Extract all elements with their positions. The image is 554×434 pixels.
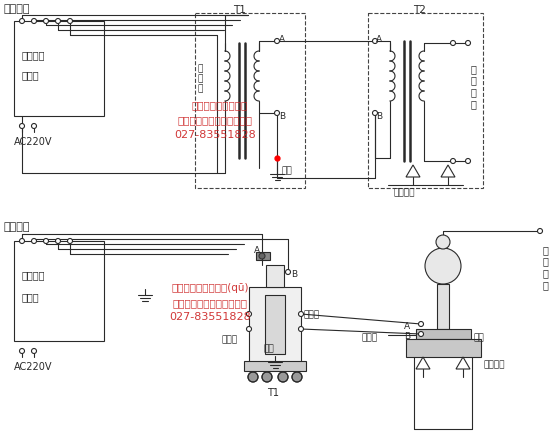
Circle shape: [537, 229, 542, 234]
Bar: [416, 329, 471, 339]
Circle shape: [274, 39, 280, 44]
Text: 輸出測量: 輸出測量: [22, 270, 45, 279]
Text: 測量: 測量: [282, 166, 293, 174]
Circle shape: [248, 372, 258, 382]
Circle shape: [372, 39, 377, 44]
Text: 027-83551828: 027-83551828: [174, 130, 256, 140]
Bar: [256, 253, 270, 260]
Bar: [244, 361, 306, 371]
Bar: [249, 287, 301, 362]
Text: A: A: [376, 35, 382, 44]
Text: 武漢凱迪正大電氣有限公司: 武漢凱迪正大電氣有限公司: [172, 297, 248, 307]
Circle shape: [299, 312, 304, 317]
Text: AC220V: AC220V: [14, 137, 53, 147]
Text: 武漢凱迪正大電氣有限公司: 武漢凱迪正大電氣有限公司: [177, 115, 253, 125]
Circle shape: [19, 349, 24, 354]
Circle shape: [436, 236, 450, 250]
Circle shape: [274, 111, 280, 116]
Bar: [406, 339, 481, 357]
Text: AC220V: AC220V: [14, 361, 53, 371]
Circle shape: [55, 239, 60, 244]
Circle shape: [68, 20, 73, 24]
Text: B: B: [404, 331, 410, 340]
Bar: [14, 241, 104, 341]
Circle shape: [450, 159, 455, 164]
Circle shape: [285, 270, 290, 275]
Text: A: A: [279, 35, 285, 44]
Circle shape: [372, 111, 377, 116]
Text: 輸入端: 輸入端: [221, 334, 237, 343]
Circle shape: [292, 372, 302, 382]
Text: T1: T1: [267, 387, 279, 397]
Circle shape: [465, 159, 470, 164]
Text: A: A: [254, 246, 260, 254]
Circle shape: [32, 239, 37, 244]
Text: B: B: [291, 270, 297, 278]
Bar: [195, 14, 305, 188]
Bar: [437, 284, 449, 329]
Bar: [14, 22, 104, 117]
Text: 027-83551828: 027-83551828: [169, 311, 251, 321]
Bar: [368, 14, 483, 188]
Text: 托盤: 托盤: [473, 332, 484, 341]
Text: T2: T2: [413, 5, 426, 15]
Text: 電氣絕緣強度測試區(qū): 電氣絕緣強度測試區(qū): [171, 283, 249, 293]
Circle shape: [44, 239, 49, 244]
Circle shape: [418, 332, 423, 337]
Circle shape: [19, 124, 24, 129]
Text: 接線圖：: 接線圖：: [4, 221, 30, 231]
Circle shape: [32, 20, 37, 24]
Circle shape: [259, 253, 265, 260]
Text: 接地: 接地: [263, 343, 274, 352]
Text: A: A: [404, 321, 410, 330]
Text: T1: T1: [233, 5, 246, 15]
Circle shape: [465, 41, 470, 46]
Text: 高
壓
輸
出: 高 壓 輸 出: [471, 64, 477, 108]
Text: 接線柱: 接線柱: [361, 332, 377, 341]
Text: 原理圖：: 原理圖：: [4, 4, 30, 14]
Text: 控制箱: 控制箱: [22, 291, 40, 301]
Circle shape: [19, 239, 24, 244]
Text: 測量端: 測量端: [304, 309, 320, 318]
Text: 輸出測量: 輸出測量: [22, 50, 45, 60]
Circle shape: [247, 312, 252, 317]
Circle shape: [278, 372, 288, 382]
Circle shape: [247, 327, 252, 332]
Text: 高
壓
輸
出: 高 壓 輸 出: [543, 244, 549, 289]
Text: 輸
入
端: 輸 入 端: [198, 64, 203, 94]
Circle shape: [68, 239, 73, 244]
Circle shape: [32, 349, 37, 354]
Circle shape: [450, 41, 455, 46]
Text: 控制箱: 控制箱: [22, 70, 40, 80]
Circle shape: [55, 20, 60, 24]
Bar: [265, 295, 285, 354]
Text: B: B: [279, 112, 285, 121]
Circle shape: [44, 20, 49, 24]
Text: 干式試驗變壓器廠家: 干式試驗變壓器廠家: [192, 100, 248, 110]
Text: 絕緣支架: 絕緣支架: [393, 187, 414, 197]
Circle shape: [425, 248, 461, 284]
Circle shape: [32, 124, 37, 129]
Circle shape: [262, 372, 272, 382]
Bar: [266, 265, 284, 287]
Text: B: B: [376, 112, 382, 121]
Text: 絕緣支架: 絕緣支架: [483, 359, 505, 368]
Circle shape: [19, 20, 24, 24]
Circle shape: [299, 327, 304, 332]
Circle shape: [418, 322, 423, 327]
